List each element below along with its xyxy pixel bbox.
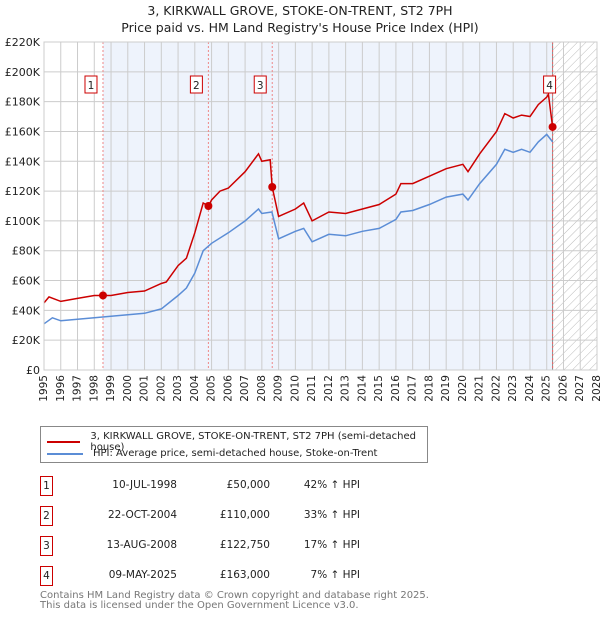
sale-hpi-diff: 7% ↑ HPI xyxy=(310,569,360,581)
y-tick-label: £100K xyxy=(5,215,41,228)
sale-hpi-diff: 17% ↑ HPI xyxy=(303,539,360,551)
x-tick-label: 2011 xyxy=(306,375,318,402)
x-tick-label: 1999 xyxy=(105,375,117,402)
sale-label-box xyxy=(253,75,267,94)
sale-price: £163,000 xyxy=(219,569,270,581)
y-tick-label: £200K xyxy=(5,66,41,79)
x-tick-label: 2007 xyxy=(239,375,251,402)
y-tick-label: £180K xyxy=(5,96,41,109)
x-tick-label: 2003 xyxy=(172,375,184,402)
price-chart: 1995 1996 1997 1998 1999 2000 2001 2002 2003 2004… xyxy=(5,36,600,402)
sale-label-box xyxy=(543,75,557,94)
sale-date: 09-MAY-2025 xyxy=(108,569,177,581)
y-tick-label: £160K xyxy=(5,125,41,138)
legend-blue-line xyxy=(47,452,83,455)
y-tick-label: £140K xyxy=(5,155,41,168)
footer: Contains HM Land Registry data © Crown c… xyxy=(40,591,429,611)
x-tick-label: 2022 xyxy=(490,375,502,402)
x-tick-label: 2013 xyxy=(340,375,352,402)
y-tick-label: £220K xyxy=(5,36,41,49)
y-tick-label: £120K xyxy=(5,185,41,198)
x-tick-label: 2014 xyxy=(356,375,368,402)
ownership-shading xyxy=(102,42,553,370)
x-tick-label: 1996 xyxy=(55,375,67,402)
x-tick-label: 1997 xyxy=(72,375,84,402)
x-tick-label: 2020 xyxy=(457,375,469,402)
x-tick-label: 1995 xyxy=(38,375,50,402)
chart-title: 3, KIRKWALL GROVE, STOKE-ON-TRENT, ST2 7… xyxy=(147,3,453,18)
x-tick-label: 2001 xyxy=(139,375,151,402)
x-tick-label: 2004 xyxy=(189,375,201,402)
y-tick-label: £20K xyxy=(12,334,41,347)
x-tick-label: 2025 xyxy=(541,375,553,402)
series-line xyxy=(43,91,554,304)
x-tick-label: 2005 xyxy=(206,375,218,402)
x-tick-label: 2012 xyxy=(323,375,335,402)
chart-subtitle: Price paid vs. HM Land Registry's House … xyxy=(121,20,479,35)
sale-row: 4 09-MAY-2025 £163,000 7% ↑ HPI xyxy=(40,566,380,586)
x-tick-label: 2018 xyxy=(423,375,435,402)
sale-label: 3 xyxy=(257,80,264,92)
legend-hpi: HPI: Average price, semi-detached house,… xyxy=(93,448,378,459)
x-tick-label: 2015 xyxy=(373,375,385,402)
y-tick-label: £80K xyxy=(12,245,41,258)
x-tick-label: 2002 xyxy=(155,375,167,402)
sale-date: 22-OCT-2004 xyxy=(108,509,177,521)
sale-row: 2 22-OCT-2004 £110,000 33% ↑ HPI xyxy=(40,506,380,526)
sale-point xyxy=(98,291,107,300)
x-tick-label: 2021 xyxy=(474,375,486,402)
sale-number: 3 xyxy=(40,536,53,556)
plot-border xyxy=(43,41,598,371)
x-tick-label: 2016 xyxy=(390,375,402,402)
sale-date: 10-JUL-1998 xyxy=(112,479,177,491)
sale-row: 1 10-JUL-1998 £50,000 42% ↑ HPI xyxy=(40,476,380,496)
x-tick-label: 2028 xyxy=(591,375,600,402)
x-tick-label: 2019 xyxy=(440,375,452,402)
sale-label: 4 xyxy=(546,80,553,92)
y-tick-label: £0 xyxy=(26,364,40,377)
sale-row: 3 13-AUG-2008 £122,750 17% ↑ HPI xyxy=(40,536,380,556)
x-tick-label: 2027 xyxy=(574,375,586,402)
x-tick-label: 1998 xyxy=(88,375,100,402)
y-tick-label: £40K xyxy=(12,304,41,317)
sale-label-box xyxy=(84,75,98,94)
x-tick-label: 2010 xyxy=(289,375,301,402)
legend: 3, KIRKWALL GROVE, STOKE-ON-TRENT, ST2 7… xyxy=(40,426,428,463)
sale-hpi-diff: 33% ↑ HPI xyxy=(303,509,360,521)
sale-number: 4 xyxy=(40,566,53,586)
sale-price: £50,000 xyxy=(226,479,270,491)
legend-red-line xyxy=(47,441,81,443)
x-tick-label: 2017 xyxy=(407,375,419,402)
sale-label: 2 xyxy=(193,80,200,92)
x-tick-label: 2008 xyxy=(256,375,268,402)
sale-date: 13-AUG-2008 xyxy=(106,539,177,551)
x-tick-label: 2023 xyxy=(507,375,519,402)
x-tick-label: 2009 xyxy=(273,375,285,402)
sale-hpi-diff: 42% ↑ HPI xyxy=(303,479,360,491)
future-hatch xyxy=(552,42,597,370)
y-tick-label: £60K xyxy=(12,275,41,288)
sale-point xyxy=(204,202,213,210)
sale-price: £110,000 xyxy=(219,509,270,521)
footer-line1: Contains HM Land Registry data © Crown c… xyxy=(40,590,429,601)
sale-label: 1 xyxy=(88,80,95,92)
sale-point xyxy=(268,182,277,191)
x-tick-label: 2000 xyxy=(122,375,134,402)
sale-number: 2 xyxy=(40,506,53,526)
sale-point xyxy=(548,122,557,131)
legend-property: 3, KIRKWALL GROVE, STOKE-ON-TRENT, ST2 7… xyxy=(90,431,416,453)
sale-price: £122,750 xyxy=(219,539,270,551)
series-line xyxy=(43,133,554,325)
sale-label-box xyxy=(189,75,203,94)
x-tick-label: 2024 xyxy=(524,375,536,402)
sale-number: 1 xyxy=(40,476,53,496)
x-tick-label: 2026 xyxy=(557,375,569,402)
x-tick-label: 2006 xyxy=(222,375,234,402)
footer-line2: This data is licensed under the Open Gov… xyxy=(40,600,359,611)
